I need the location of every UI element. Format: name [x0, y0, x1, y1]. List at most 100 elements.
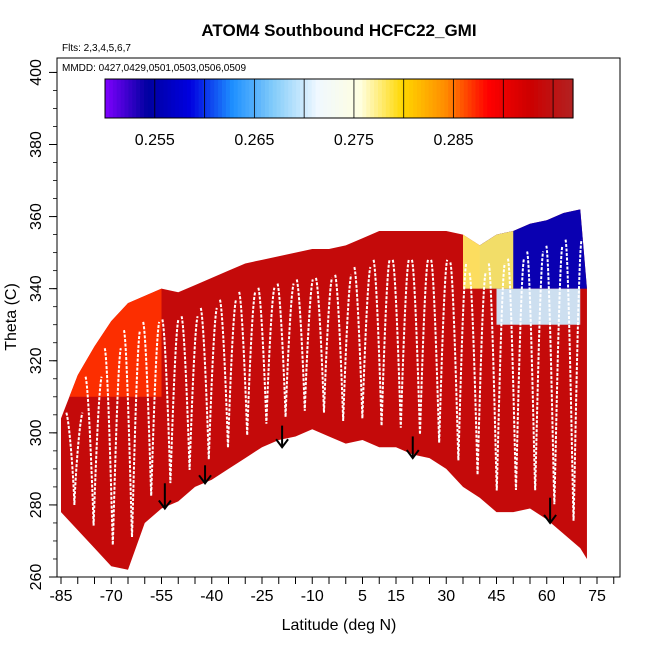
colorbar-step	[319, 79, 324, 118]
x-tick-label: -40	[200, 588, 223, 605]
colorbar-step	[456, 79, 461, 118]
y-tick-label: 260	[28, 564, 45, 591]
x-axis-label: Latitude (deg N)	[282, 617, 397, 634]
colorbar-step	[487, 79, 492, 118]
colorbar-step	[385, 79, 391, 118]
colorbar-step	[522, 79, 527, 118]
colorbar-step	[440, 79, 445, 118]
chart-title: ATOM4 Southbound HCFC22_GMI	[201, 21, 476, 40]
y-tick-label: 320	[28, 347, 45, 374]
colorbar-step	[397, 79, 402, 118]
profile-trace	[506, 258, 525, 490]
field-cell	[463, 231, 514, 289]
colorbar-step	[409, 79, 414, 118]
y-tick-label: 380	[28, 131, 45, 158]
profile-trace	[161, 319, 180, 484]
colorbar-step	[105, 79, 110, 118]
profile-trace	[257, 287, 276, 424]
colorbar-step	[428, 79, 434, 118]
y-tick-label: 340	[28, 275, 45, 302]
colorbar-step	[179, 79, 184, 118]
colorbar-step	[530, 79, 535, 118]
colorbar-step	[253, 79, 258, 118]
colorbar-step	[358, 79, 363, 118]
colorbar-tick-label: 0.285	[433, 132, 473, 149]
colorbar-step	[463, 79, 469, 118]
colorbar-step	[518, 79, 523, 118]
colorbar-step	[471, 79, 477, 118]
colorbar-step	[335, 79, 340, 118]
colorbar-step	[245, 79, 250, 118]
colorbar-step	[424, 79, 430, 118]
x-tick-label: -25	[250, 588, 273, 605]
colorbar-step	[514, 79, 519, 118]
colorbar-step	[303, 79, 309, 118]
profile-trace	[430, 259, 449, 443]
colorbar-step	[350, 79, 356, 118]
x-axis: -85 -70 -55 -40 -25 -10 5 15 30 45 60 75	[49, 577, 615, 605]
profile-trace	[468, 272, 487, 475]
colorbar-step	[491, 79, 496, 118]
profile-trace	[314, 277, 333, 413]
profile-trace	[238, 291, 257, 436]
colorbar-step	[467, 79, 473, 118]
colorbar-step	[233, 79, 239, 118]
y-axis: 260 280 300 320 340 360 380 400	[28, 59, 57, 590]
profile-trace	[276, 283, 295, 417]
profile-traces	[65, 239, 583, 545]
x-tick-label: 5	[358, 588, 367, 605]
colorbar-step	[557, 79, 562, 118]
colorbar-step	[261, 79, 266, 118]
y-axis-label: Theta (C)	[3, 283, 20, 351]
colorbar-step	[257, 79, 262, 118]
colorbar-step	[381, 79, 387, 118]
colorbar-step	[444, 79, 449, 118]
colorbar-step	[116, 79, 122, 118]
colorbar-step	[237, 79, 243, 118]
colorbar-step	[506, 79, 512, 118]
colorbar-step	[370, 79, 375, 118]
colorbar-step	[541, 79, 547, 118]
colorbar-tick-label: 0.275	[334, 132, 374, 149]
profile-trace	[449, 262, 468, 461]
colorbar-step	[218, 79, 223, 118]
dates-label: MMDD: 0427,0429,0501,0503,0506,0509	[62, 63, 246, 74]
colorbar-step	[498, 79, 504, 118]
x-tick-label: -70	[100, 588, 123, 605]
colorbar-step	[549, 79, 555, 118]
colorbar-step	[292, 79, 297, 118]
colorbar-step	[323, 79, 328, 118]
colorbar-step	[132, 79, 137, 118]
profile-trace	[84, 376, 103, 526]
colorbar-step	[366, 79, 371, 118]
colorbar-step	[436, 79, 441, 118]
colorbar-step	[479, 79, 484, 118]
arrow-head	[198, 474, 212, 485]
colorbar-step	[339, 79, 344, 118]
y-tick-label: 400	[28, 59, 45, 86]
profile-trace	[334, 274, 353, 421]
arrow-head	[543, 514, 557, 525]
colorbar-step	[194, 79, 200, 118]
y-tick-label: 280	[28, 491, 45, 518]
colorbar-step	[151, 79, 157, 118]
colorbar-step	[272, 79, 278, 118]
plot-frame	[56, 57, 621, 578]
colorbar-step	[136, 79, 141, 118]
colorbar-step	[163, 79, 168, 118]
colorbar-step	[300, 79, 305, 118]
colorbar-step	[420, 79, 426, 118]
profile-trace	[372, 259, 391, 426]
profile-trace	[487, 263, 506, 491]
colorbar-step	[206, 79, 211, 118]
colorbar-step	[183, 79, 188, 118]
colorbar-step	[475, 79, 480, 118]
colorbar-step	[276, 79, 282, 118]
x-tick-label: -85	[49, 588, 72, 605]
colorbar-step	[264, 79, 270, 118]
colorbar-step	[225, 79, 231, 118]
colorbar-tick-label: 0.265	[234, 132, 274, 149]
profile-trace	[564, 239, 583, 521]
colorbar-step	[378, 79, 383, 118]
